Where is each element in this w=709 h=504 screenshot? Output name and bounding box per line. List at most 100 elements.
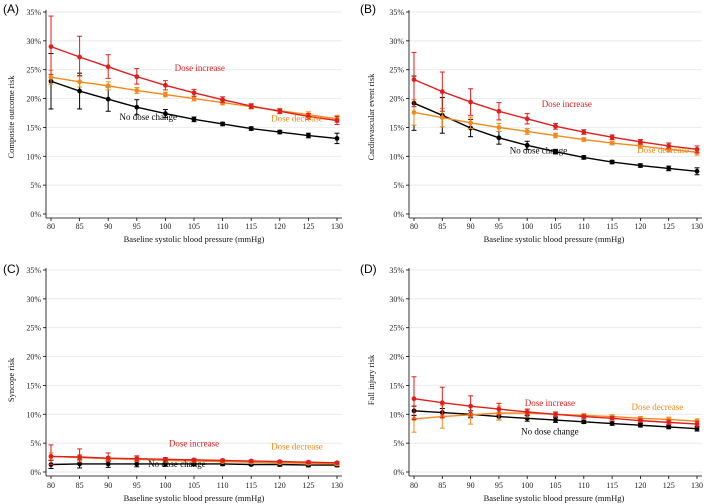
series-label-decrease-d: Dose decrease: [632, 402, 684, 412]
x-axis-title-a: Baseline systolic blood pressure (mmHg): [124, 234, 265, 244]
data-point-nochange-b: [581, 155, 587, 160]
data-point-increase-c: [134, 456, 140, 462]
x-axis-title-c: Baseline systolic blood pressure (mmHg): [124, 493, 265, 503]
data-point-increase-a: [191, 90, 197, 96]
data-point-nochange-b: [666, 166, 672, 171]
panel-label-b: (B): [360, 2, 376, 16]
data-point-nochange-a: [306, 133, 311, 138]
data-point-increase-d: [411, 396, 417, 402]
data-point-increase-d: [553, 411, 558, 417]
data-point-decrease-b: [553, 133, 558, 138]
data-point-increase-c: [248, 458, 254, 464]
data-point-increase-b: [666, 143, 672, 149]
data-point-increase-b: [496, 108, 502, 114]
y-tick-label-a: 20%: [26, 95, 41, 104]
data-point-increase-d: [609, 415, 615, 421]
data-point-increase-a: [248, 103, 254, 109]
data-point-increase-d: [581, 414, 587, 419]
x-tick-label-d: 85: [438, 481, 446, 490]
y-tick-label-c: 35%: [26, 266, 41, 275]
data-point-increase-c: [191, 457, 197, 463]
y-tick-label-d: 10%: [389, 410, 404, 419]
plot-area-c: 0% 5% 10% 15% 20% 25% 30% 35% 80 85 90 95 100 105 110 1…: [26, 266, 343, 490]
data-point-decrease-b: [524, 129, 530, 134]
x-tick-label-b: 105: [550, 222, 562, 231]
series-label-nochange-c: No dose change: [148, 459, 205, 469]
x-tick-label-b: 115: [606, 222, 618, 231]
data-point-increase-b: [553, 123, 558, 129]
x-tick-label-c: 130: [331, 481, 343, 490]
y-tick-label-d: 0%: [393, 468, 404, 477]
data-point-nochange-b: [524, 142, 530, 148]
panel-b: (B) Cardiovascular event risk Baseline s…: [360, 2, 703, 244]
x-tick-label-c: 90: [104, 481, 112, 490]
data-point-decrease-a: [105, 83, 111, 89]
y-axis-title-b: Cardiovascular event risk: [366, 73, 376, 161]
x-tick-label-b: 80: [410, 222, 418, 231]
y-tick-label-c: 15%: [26, 381, 41, 390]
series-label-nochange-b: No dose change: [510, 145, 567, 155]
x-tick-label-d: 90: [467, 481, 475, 490]
series-label-increase-a: Dose increase: [175, 63, 225, 73]
data-point-increase-c: [220, 458, 226, 463]
x-tick-label-a: 125: [302, 222, 314, 231]
x-tick-label-c: 105: [188, 481, 200, 490]
y-tick-label-a: 10%: [26, 152, 41, 161]
x-tick-label-d: 100: [521, 481, 533, 490]
y-tick-label-c: 0%: [30, 468, 41, 477]
x-tick-label-c: 115: [245, 481, 257, 490]
x-tick-label-a: 80: [47, 222, 55, 231]
data-point-decrease-a: [48, 74, 54, 80]
y-tick-label-b: 30%: [389, 37, 404, 46]
series-label-decrease-b: Dose decrease: [637, 145, 689, 155]
data-point-nochange-c: [134, 461, 140, 467]
data-point-nochange-b: [553, 149, 558, 155]
x-tick-label-d: 80: [410, 481, 418, 490]
data-point-increase-a: [277, 108, 283, 114]
x-tick-label-a: 115: [245, 222, 257, 231]
x-tick-label-d: 110: [578, 481, 590, 490]
data-point-nochange-d: [553, 417, 558, 423]
series-label-nochange-d: No dose change: [521, 426, 578, 436]
x-tick-label-c: 110: [217, 481, 229, 490]
y-tick-label-a: 5%: [30, 181, 41, 190]
data-point-increase-a: [134, 74, 140, 80]
data-point-increase-c: [306, 459, 311, 465]
x-tick-label-a: 95: [133, 222, 141, 231]
data-point-nochange-d: [694, 426, 700, 432]
data-point-increase-a: [306, 114, 311, 119]
data-point-nochange-d: [581, 419, 587, 425]
plot-area-a: 0% 5% 10% 15% 20% 25% 30% 35% 80 85 90 95 100 105 110 1…: [26, 8, 343, 231]
y-tick-label-a: 35%: [26, 8, 41, 17]
y-tick-label-c: 5%: [30, 439, 41, 448]
panel-label-d: (D): [360, 262, 377, 276]
y-tick-label-b: 15%: [389, 123, 404, 132]
x-tick-label-d: 125: [663, 481, 675, 490]
x-tick-label-a: 110: [217, 222, 229, 231]
y-tick-label-a: 0%: [30, 210, 41, 219]
y-tick-label-b: 5%: [393, 181, 404, 190]
x-axis-title-b: Baseline systolic blood pressure (mmHg): [484, 234, 625, 244]
data-point-nochange-a: [105, 96, 111, 102]
series-label-decrease-c: Dose decrease: [271, 441, 323, 451]
plot-area-d: 0% 5% 10% 15% 20% 25% 30% 35% 80 85 90 95 100 105 110 1…: [389, 266, 703, 490]
x-tick-label-b: 85: [438, 222, 446, 231]
x-tick-label-c: 100: [159, 481, 171, 490]
data-point-increase-c: [334, 460, 340, 466]
data-point-nochange-a: [77, 88, 82, 94]
y-tick-label-d: 20%: [389, 353, 404, 362]
y-tick-label-a: 15%: [26, 123, 41, 132]
y-tick-label-d: 5%: [393, 439, 404, 448]
y-tick-label-a: 30%: [26, 37, 41, 46]
series-label-increase-c: Dose increase: [169, 439, 219, 449]
y-tick-label-b: 25%: [389, 66, 404, 75]
y-tick-label-b: 35%: [389, 8, 404, 17]
y-axis-title-a: Composite outcome risk: [6, 75, 16, 159]
data-point-increase-d: [524, 409, 530, 415]
x-tick-label-a: 130: [331, 222, 343, 231]
data-point-nochange-d: [609, 421, 615, 426]
data-point-increase-b: [439, 89, 445, 95]
data-point-nochange-b: [496, 135, 502, 141]
x-tick-label-a: 120: [274, 222, 286, 231]
x-tick-label-b: 90: [467, 222, 475, 231]
